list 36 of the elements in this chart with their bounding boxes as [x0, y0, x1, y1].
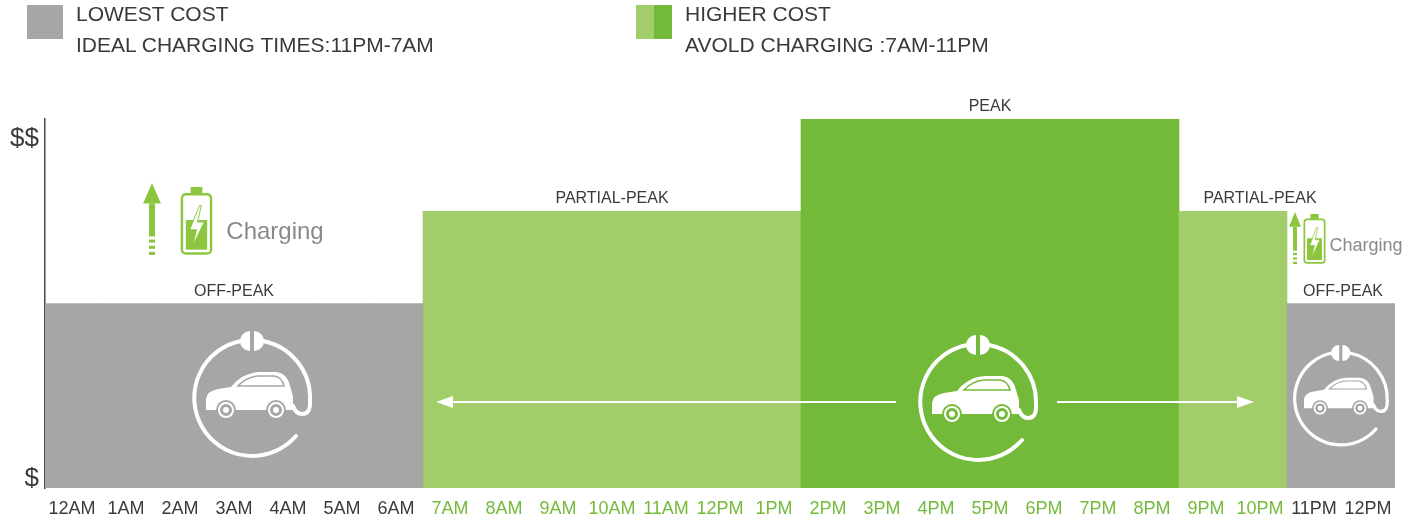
annotation: Charging: [226, 216, 324, 244]
x-tick-label: 11AM: [643, 497, 689, 518]
x-tick-label: 12AM: [48, 497, 96, 518]
x-tick-label: 10PM: [1236, 497, 1284, 518]
x-tick-label: 1PM: [755, 497, 793, 518]
x-tick-label: 4PM: [917, 497, 955, 518]
x-tick-label: 2PM: [809, 497, 847, 518]
x-tick-label: 3AM: [215, 497, 253, 518]
annotation: PEAK: [968, 97, 1012, 114]
x-tick-label: 9PM: [1187, 497, 1225, 518]
x-tick-label: 11PM: [1291, 497, 1337, 518]
text: $: [24, 462, 40, 493]
x-tick-label: 10AM: [588, 497, 636, 518]
annotation: PARTIAL-PEAK: [555, 189, 669, 207]
x-tick-label: 4AM: [269, 497, 307, 518]
x-tick-label: 1AM: [107, 497, 145, 518]
x-tick-label: 7PM: [1079, 497, 1117, 518]
annotation: Charging: [1329, 234, 1403, 255]
x-tick-label: 3PM: [863, 497, 901, 518]
x-tick-label: 6AM: [377, 497, 415, 518]
x-tick-label: 9AM: [539, 497, 577, 518]
annotation: OFF-PEAK: [193, 281, 275, 299]
x-tick-label: 8AM: [485, 497, 523, 518]
x-tick-label: 6PM: [1025, 497, 1063, 518]
x-tick-label: 2AM: [161, 497, 199, 518]
legend-label: HIGHER COST AVOLD CHARGING :7AM-11PM: [685, 1, 989, 58]
x-tick-label: 5PM: [971, 497, 1009, 518]
x-tick-label: 12PM: [1344, 497, 1392, 518]
x-tick-label: 7AM: [431, 497, 469, 518]
x-tick-label: 8PM: [1133, 497, 1171, 518]
x-tick-label: 12PM: [696, 497, 744, 518]
text: $$: [10, 122, 40, 153]
x-tick-label: 5AM: [323, 497, 361, 518]
legend-label: LOWEST COST IDEAL CHARGING TIMES:11PM-7AM: [76, 1, 434, 58]
annotation: OFF-PEAK: [1302, 282, 1384, 300]
annotation: PARTIAL-PEAK: [1203, 189, 1317, 207]
